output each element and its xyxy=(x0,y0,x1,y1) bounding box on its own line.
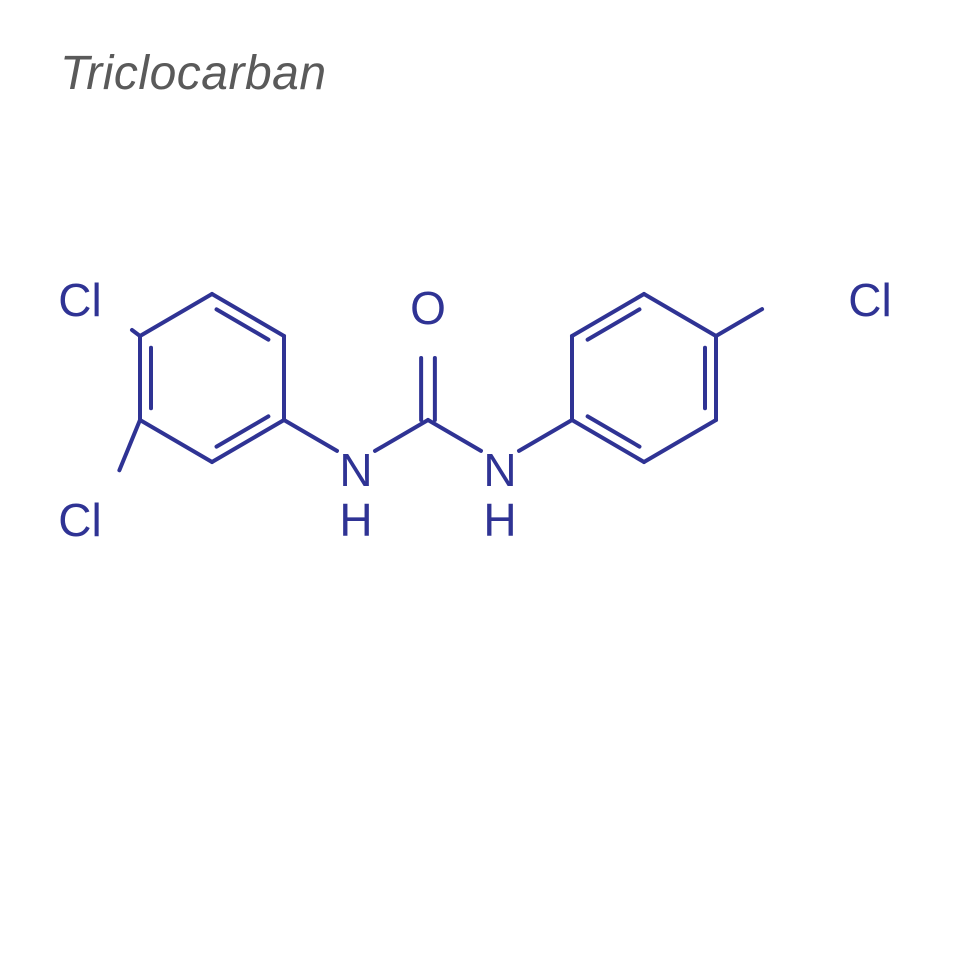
atom-h-1: H xyxy=(339,497,372,543)
molecule-canvas: { "title": { "text": "Triclocarban", "x"… xyxy=(0,0,980,980)
atom-cl-2: Cl xyxy=(58,277,101,323)
atom-cl-3: Cl xyxy=(848,277,891,323)
atom-n-2: N xyxy=(483,447,516,493)
atom-n-1: N xyxy=(339,447,372,493)
atom-h-2: H xyxy=(483,497,516,543)
atom-o: O xyxy=(410,285,446,331)
atom-cl-1: Cl xyxy=(58,497,101,543)
